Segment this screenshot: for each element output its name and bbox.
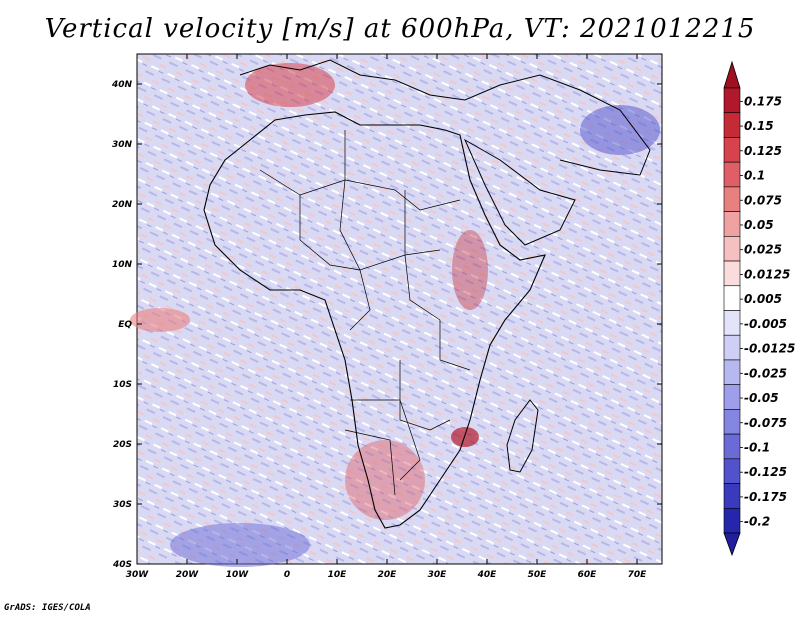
- lat-tick-label: 20N: [112, 200, 133, 210]
- colorbar-label: 0.1: [744, 169, 765, 183]
- grads-credit: GrADS: IGES/COLA: [4, 603, 91, 613]
- colorbar-label: -0.0125: [744, 342, 795, 356]
- lon-tick-label: 20E: [378, 570, 398, 580]
- colorbar-swatch: [723, 137, 741, 163]
- lon-tick-label: 10E: [328, 570, 348, 580]
- colorbar-swatch: [723, 310, 741, 336]
- colorbar-label: 0.025: [744, 243, 782, 257]
- colorbar-label: -0.125: [744, 465, 787, 479]
- africa-coastline: [203, 111, 546, 529]
- lat-tick-label: 30S: [113, 500, 132, 510]
- colorbar-swatch: [723, 211, 741, 237]
- colorbar-swatch: [723, 507, 741, 534]
- colorbar-label: -0.05: [744, 391, 779, 405]
- lat-tick-label: 10S: [113, 380, 132, 390]
- colorbar-swatch: [723, 359, 741, 385]
- lat-tick-label: 40S: [112, 560, 132, 570]
- lon-tick-label: 10W: [226, 570, 250, 580]
- lon-tick-label: 30W: [126, 570, 150, 580]
- colorbar-swatch: [723, 433, 741, 460]
- colorbar-swatch: [723, 236, 741, 262]
- colorbar-label: -0.1: [744, 440, 770, 454]
- colorbar-swatch: [723, 161, 741, 188]
- lon-tick-label: 0: [284, 570, 290, 580]
- arabia-outline: [463, 138, 576, 246]
- colorbar-swatch: [723, 458, 741, 484]
- europe-coast: [239, 59, 651, 176]
- country-borders: [259, 130, 471, 496]
- colorbar-swatch: [723, 87, 741, 114]
- lon-tick-label: 60E: [578, 570, 598, 580]
- colorbar-swatch: [723, 483, 741, 509]
- colorbar-label: -0.005: [744, 317, 787, 331]
- colorbar-swatch: [723, 334, 741, 361]
- colorbar-swatch: [723, 409, 741, 435]
- colorbar-label: 0.075: [744, 193, 782, 207]
- colorbar-label: 0.15: [744, 119, 774, 133]
- colorbar-swatch: [723, 384, 741, 410]
- lon-tick-label: 50E: [528, 570, 548, 580]
- lat-tick-label: EQ: [118, 320, 132, 330]
- colorbar-label: 0.125: [744, 144, 782, 158]
- lon-tick-label: 40E: [477, 570, 498, 580]
- colorbar-label: 0.05: [744, 218, 774, 232]
- colorbar-label: -0.025: [744, 366, 787, 380]
- colorbar-swatch: [723, 260, 741, 287]
- colorbar-label: -0.2: [744, 515, 770, 529]
- lat-tick-label: 30N: [112, 140, 133, 150]
- latitude-axis: 40N 30N 20N 10N EQ 10S 20S 30S 40S: [111, 80, 662, 570]
- longitude-axis: 30W 20W 10W 0 10E 20E 30E 40E 50E 60E 70E: [126, 54, 647, 580]
- colorbar-top-arrow: [723, 60, 741, 89]
- lon-tick-label: 70E: [628, 570, 648, 580]
- chart-title: Vertical velocity [m/s] at 600hPa, VT: 2…: [44, 14, 756, 44]
- colorbar-bottom-arrow: [723, 532, 741, 557]
- colorbar-label: 0.175: [744, 94, 782, 108]
- colorbar: 0.175 0.15 0.125 0.1 0.075 0.05 0.025 0.0125 0.0…: [723, 60, 795, 557]
- colorbar-swatch: [723, 186, 741, 212]
- lat-tick-label: 40N: [111, 80, 133, 90]
- lon-tick-label: 30E: [428, 570, 448, 580]
- map-plot-area: [130, 53, 663, 567]
- colorbar-label: -0.175: [744, 490, 787, 504]
- colorbar-label: 0.0125: [744, 267, 790, 281]
- colorbar-swatch: [723, 285, 741, 311]
- lon-tick-label: 20W: [176, 570, 200, 580]
- colorbar-label: -0.075: [744, 416, 787, 430]
- colorbar-label: 0.005: [744, 292, 782, 306]
- colorbar-swatch: [723, 112, 741, 138]
- madagascar-outline: [506, 399, 539, 473]
- lat-tick-label: 20S: [113, 440, 132, 450]
- lat-tick-label: 10N: [112, 260, 133, 270]
